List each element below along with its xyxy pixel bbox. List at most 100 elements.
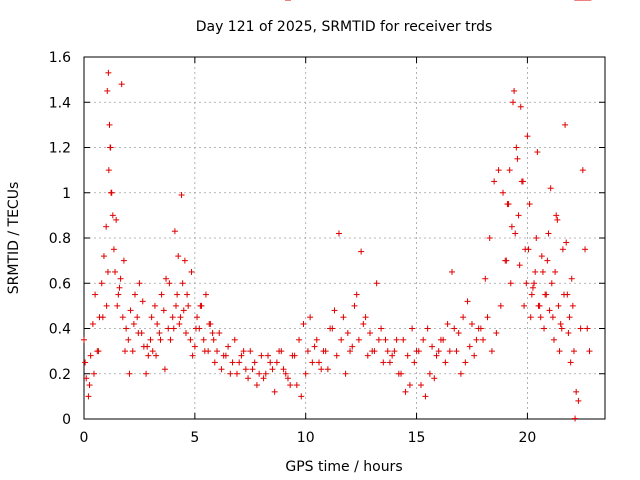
data-point: [173, 302, 180, 309]
data-point: [544, 257, 551, 264]
data-point: [557, 320, 564, 327]
data-point: [282, 370, 289, 377]
data-point: [518, 178, 525, 185]
y-tick-label: 1.2: [49, 141, 71, 157]
data-point: [556, 348, 563, 355]
data-point: [572, 415, 579, 422]
data-point: [582, 246, 589, 253]
data-point: [85, 393, 92, 400]
data-point: [318, 366, 325, 373]
data-point: [253, 382, 260, 389]
data-point: [505, 201, 512, 208]
data-point: [231, 336, 238, 343]
data-point: [149, 348, 156, 355]
data-point: [565, 330, 572, 337]
data-point: [251, 359, 258, 366]
data-point: [82, 359, 89, 366]
data-point: [145, 352, 152, 359]
data-point: [112, 268, 119, 275]
x-tick-label: 0: [80, 430, 89, 446]
data-point: [559, 246, 566, 253]
data-point: [513, 144, 520, 151]
data-point: [180, 307, 187, 314]
data-point: [366, 330, 373, 337]
data-point: [349, 343, 356, 350]
data-point: [99, 314, 106, 321]
data-point: [117, 275, 124, 282]
data-point: [567, 359, 574, 366]
data-point: [148, 314, 155, 321]
data-point: [273, 359, 280, 366]
data-point: [194, 314, 201, 321]
data-point: [92, 291, 99, 298]
data-point: [523, 280, 530, 287]
data-point: [187, 336, 194, 343]
y-tick-label: 0.4: [49, 322, 71, 338]
y-tick-label: 1.4: [49, 95, 71, 111]
data-point: [177, 314, 184, 321]
data-point: [161, 366, 168, 373]
chart-title: Day 121 of 2025, SRMTID for receiver trd…: [196, 19, 493, 35]
data-point: [210, 336, 217, 343]
data-point: [90, 370, 97, 377]
data-point: [200, 336, 207, 343]
data-point: [316, 359, 323, 366]
data-point: [129, 348, 136, 355]
data-point: [144, 343, 151, 350]
data-point: [109, 212, 116, 219]
data-point: [107, 144, 114, 151]
data-point: [157, 336, 164, 343]
data-point: [538, 253, 545, 260]
data-point: [83, 375, 90, 382]
data-point: [528, 291, 535, 298]
data-point: [584, 325, 591, 332]
data-point: [560, 291, 567, 298]
data-point: [534, 149, 541, 156]
y-tick-label: 0.8: [49, 231, 71, 247]
data-point: [105, 167, 112, 174]
data-point: [429, 343, 436, 350]
data-point: [347, 348, 354, 355]
data-point: [417, 382, 424, 389]
data-point: [191, 343, 198, 350]
data-point: [165, 325, 172, 332]
data-point: [477, 325, 484, 332]
data-point: [409, 325, 416, 332]
data-point: [89, 320, 96, 327]
data-point: [115, 291, 122, 298]
data-point: [506, 167, 513, 174]
data-point: [242, 366, 249, 373]
data-point: [166, 280, 173, 287]
data-point: [240, 348, 247, 355]
data-point: [324, 366, 331, 373]
data-point: [106, 121, 113, 128]
data-point: [382, 336, 389, 343]
data-point: [322, 348, 329, 355]
data-point: [516, 262, 523, 269]
data-point: [227, 370, 234, 377]
data-point: [509, 99, 516, 106]
data-point: [508, 223, 515, 230]
data-point: [577, 325, 584, 332]
data-point: [545, 230, 552, 237]
data-point: [503, 257, 510, 264]
x-tick-label: 15: [408, 430, 426, 446]
data-point: [486, 235, 493, 241]
data-point: [151, 302, 158, 309]
data-point: [185, 302, 192, 309]
data-point: [245, 375, 252, 382]
data-point: [201, 348, 208, 355]
data-point: [400, 336, 407, 343]
y-tick-label: 0.6: [49, 276, 71, 292]
y-tick-label: 0: [62, 412, 71, 428]
data-point: [209, 330, 216, 337]
data-point: [100, 253, 107, 260]
data-point: [457, 370, 464, 377]
data-point: [114, 302, 121, 309]
data-point: [220, 352, 227, 359]
data-point: [167, 336, 174, 343]
data-point: [87, 352, 94, 359]
data-point: [271, 388, 278, 395]
data-point: [262, 370, 269, 377]
data-point: [175, 253, 182, 260]
